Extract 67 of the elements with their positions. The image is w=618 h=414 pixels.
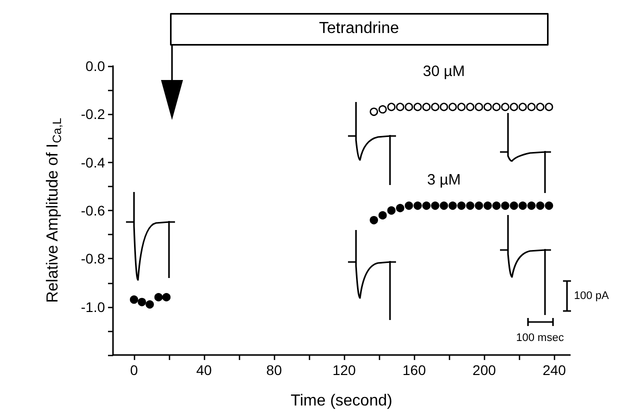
point	[387, 102, 396, 112]
y-tick-label: -0.8	[80, 250, 106, 267]
point	[378, 211, 387, 220]
y-tick-label: -1.0	[80, 298, 106, 315]
x-axis-title: Time (second)	[290, 392, 392, 410]
x-tick-label: 40	[196, 362, 212, 378]
point	[404, 102, 414, 112]
point	[396, 102, 404, 112]
point	[474, 102, 484, 112]
point	[466, 102, 474, 112]
point	[138, 298, 146, 306]
point	[484, 202, 492, 210]
text: Tetrandrine	[318, 20, 400, 38]
x-tick-label: 160	[402, 362, 426, 378]
point	[448, 102, 457, 112]
point	[440, 102, 448, 112]
point	[518, 202, 527, 210]
point	[536, 202, 544, 210]
point	[162, 293, 171, 302]
point	[510, 102, 518, 112]
x-tick-label: 120	[332, 362, 356, 378]
x-tick-label: 200	[472, 362, 496, 378]
point	[154, 293, 163, 302]
point	[414, 202, 422, 210]
point	[414, 102, 422, 112]
y-tick-label: -0.6	[80, 202, 106, 218]
point	[396, 204, 404, 212]
point	[422, 102, 431, 112]
point	[484, 102, 492, 112]
point	[527, 102, 536, 112]
text: 100 pA	[574, 290, 609, 302]
point	[370, 216, 378, 224]
point	[378, 105, 387, 114]
point	[130, 295, 138, 304]
series-label: 30 µM	[422, 62, 465, 80]
point	[501, 102, 510, 112]
point	[370, 108, 378, 116]
point	[466, 202, 474, 210]
point	[457, 102, 466, 112]
point	[387, 206, 396, 215]
x-tick-label: 80	[266, 362, 282, 378]
point	[404, 202, 414, 210]
point	[527, 202, 536, 210]
point	[510, 202, 518, 210]
point	[146, 300, 154, 309]
point	[440, 202, 448, 210]
y-axis-title: Relative Amplitude of ICa,L	[44, 117, 64, 303]
point	[448, 202, 457, 210]
point	[474, 202, 484, 210]
point	[501, 202, 510, 210]
point	[431, 102, 440, 112]
y-tick-label: -0.4	[80, 154, 106, 170]
x-tick-label: 240	[542, 362, 566, 378]
point	[431, 202, 440, 210]
point	[457, 202, 466, 210]
point	[518, 102, 527, 112]
point	[544, 202, 554, 210]
y-tick-label: -0.2	[80, 106, 106, 122]
y-tick-label: 0.0	[86, 58, 106, 74]
point	[544, 102, 554, 112]
series-label: 3 µM	[427, 172, 461, 189]
annotation: 100 msec	[516, 332, 564, 344]
point	[422, 202, 431, 210]
point	[536, 102, 544, 112]
point	[492, 102, 501, 112]
point	[492, 202, 501, 210]
x-tick-label: 0	[130, 362, 138, 378]
